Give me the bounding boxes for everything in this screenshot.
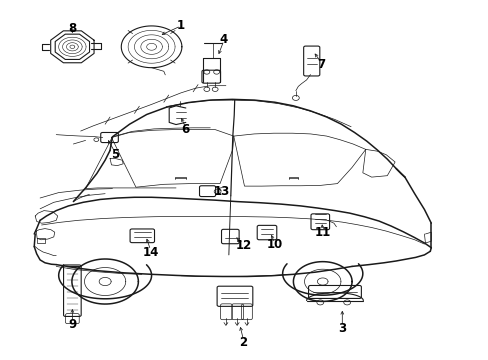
Text: 9: 9: [68, 318, 76, 331]
Text: 5: 5: [111, 148, 119, 161]
Text: 2: 2: [239, 336, 247, 349]
Text: 10: 10: [266, 238, 283, 251]
Text: 1: 1: [177, 19, 184, 32]
Text: 14: 14: [142, 246, 159, 259]
Text: 3: 3: [338, 322, 346, 335]
Text: 8: 8: [68, 22, 76, 35]
Text: 4: 4: [220, 33, 227, 46]
Text: 11: 11: [314, 226, 330, 239]
Text: 13: 13: [213, 185, 229, 198]
Text: 7: 7: [317, 58, 325, 71]
Text: 12: 12: [235, 239, 251, 252]
Text: 6: 6: [182, 123, 189, 136]
